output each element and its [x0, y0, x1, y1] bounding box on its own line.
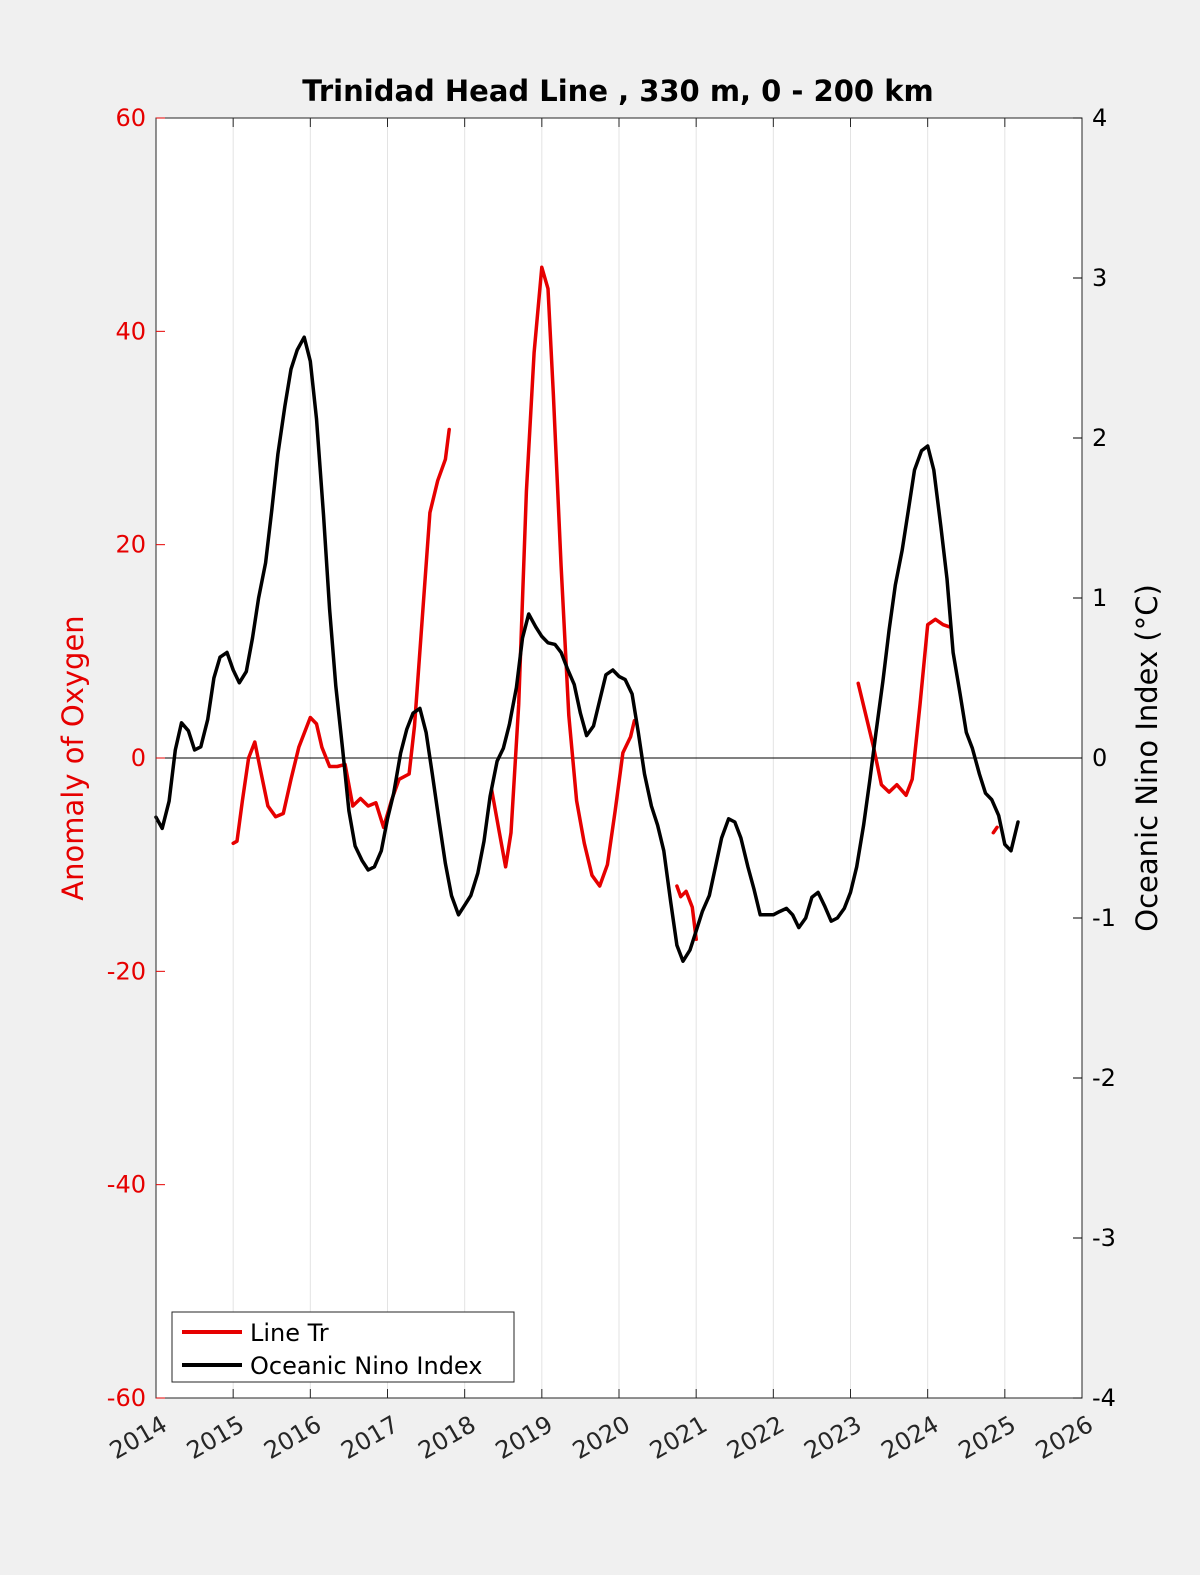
y-right-tick-label: -4 — [1092, 1384, 1116, 1412]
series-line-tr-segment-2 — [675, 884, 698, 942]
y-axis-right: -4 -3 -2 -1 0 1 2 3 4 — [1073, 104, 1116, 1412]
x-tick-label: 2019 — [491, 1410, 558, 1465]
series-oni-segment-0 — [154, 335, 1020, 963]
y-axis-left-title: Anomaly of Oxygen — [56, 615, 90, 900]
y-axis-left: -60 -40 -20 0 20 40 60 — [107, 104, 165, 1412]
y-axis-right-title: Oceanic Nino Index (°C) — [1130, 584, 1164, 932]
x-tick-label: 2014 — [105, 1410, 172, 1465]
y-right-tick-label: 3 — [1092, 264, 1107, 292]
y-left-tick-label: -60 — [107, 1384, 146, 1412]
x-tick-label: 2015 — [182, 1410, 249, 1465]
x-tick-label: 2018 — [414, 1410, 481, 1465]
y-right-tick-label: -1 — [1092, 904, 1116, 932]
legend-box — [171, 1311, 515, 1383]
y-left-tick-label: -40 — [107, 1171, 146, 1199]
x-tick-label: 2025 — [954, 1410, 1021, 1465]
y-left-tick-label: 60 — [115, 104, 146, 132]
x-tick-label: 2022 — [722, 1410, 789, 1465]
x-tick-label: 2017 — [336, 1410, 403, 1465]
chart-title: Trinidad Head Line , 330 m, 0 - 200 km — [302, 74, 933, 108]
y-right-tick-label: 2 — [1092, 424, 1107, 452]
series-line-tr-segment-1 — [489, 265, 637, 888]
y-right-tick-label: -2 — [1092, 1064, 1116, 1092]
y-left-tick-label: 20 — [115, 531, 146, 559]
x-tick-label: 2023 — [799, 1410, 866, 1465]
y-right-tick-label: 0 — [1092, 744, 1107, 772]
x-tick-label: 2024 — [877, 1410, 944, 1465]
y-right-tick-label: -3 — [1092, 1224, 1116, 1252]
x-tick-label: 2021 — [645, 1410, 712, 1465]
x-tick-label: 2026 — [1031, 1410, 1098, 1465]
y-left-tick-label: 40 — [115, 317, 146, 345]
y-right-tick-label: 1 — [1092, 584, 1107, 612]
legend-label-line-tr: Line Tr — [250, 1319, 329, 1347]
x-tick-label: 2020 — [568, 1410, 635, 1465]
legend: Line Tr Oceanic Nino Index — [171, 1311, 515, 1383]
x-tick-label: 2016 — [259, 1410, 326, 1465]
y-left-tick-label: 0 — [131, 744, 146, 772]
series-layer — [154, 265, 1020, 963]
legend-label-oni: Oceanic Nino Index — [250, 1352, 482, 1380]
y-left-tick-label: -20 — [107, 957, 146, 985]
y-right-tick-label: 4 — [1092, 104, 1107, 132]
series-line-tr-segment-0 — [231, 427, 451, 846]
series-line-tr-segment-4 — [991, 825, 999, 835]
